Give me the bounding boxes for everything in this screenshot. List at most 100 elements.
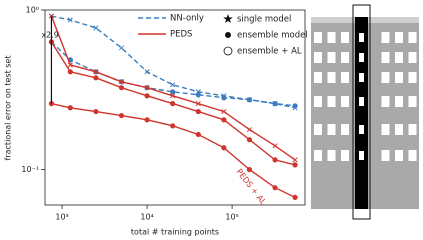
structure-hole: [314, 96, 322, 107]
point-dot: [195, 92, 201, 98]
column-hole: [359, 125, 364, 134]
point-dot: [195, 108, 201, 115]
structure-hole: [381, 124, 390, 135]
legend-label: ensemble + AL: [237, 47, 302, 57]
x-axis-title: total # training points: [131, 228, 219, 237]
point-dot: [246, 166, 253, 173]
point-dot: [272, 185, 278, 191]
column-outline: [352, 4, 371, 220]
structure-hole: [314, 124, 322, 135]
point-dot: [93, 108, 99, 115]
structure-hole: [381, 52, 390, 63]
point-dot: [292, 162, 298, 168]
point-dot: [144, 93, 150, 99]
point-x: [170, 93, 176, 99]
structure-illustration: [311, 4, 419, 220]
y-tick-label: 10⁻¹: [21, 165, 39, 174]
structure-hole: [341, 32, 349, 43]
x-tick-label: 10³: [55, 213, 68, 222]
structure-hole: [341, 150, 349, 161]
structure-hole: [381, 72, 390, 83]
point-x: [246, 127, 253, 133]
point-dot: [118, 112, 125, 119]
point-x: [93, 69, 99, 75]
point-dot: [246, 97, 253, 103]
column-hole: [359, 33, 364, 42]
column-hole: [359, 151, 364, 160]
point-dot: [221, 145, 227, 151]
structure-hole: [408, 32, 417, 43]
structure-column: [355, 17, 368, 209]
structure-hole: [341, 52, 349, 63]
point-dot: [67, 105, 73, 111]
series-line: [50, 41, 296, 107]
point-dot: [67, 69, 73, 75]
structure-hole: [408, 150, 417, 161]
point-dot: [272, 101, 278, 107]
point-x: [292, 157, 298, 163]
structure-hole: [327, 96, 336, 107]
point-x: [118, 45, 125, 51]
annotation: x2.9: [41, 31, 58, 40]
structure-hole: [395, 72, 403, 83]
structure-hole: [395, 96, 403, 107]
structure-hole: [327, 72, 336, 83]
structure-hole: [381, 32, 390, 43]
point-x: [221, 109, 227, 115]
y-axis-title: fractional error on test set: [4, 56, 13, 161]
point-x: [67, 17, 73, 23]
structure-hole: [395, 52, 403, 63]
structure-hole: [395, 124, 403, 135]
structure-hole: [341, 72, 349, 83]
point-x: [144, 69, 150, 75]
x-tick-label: 10⁵: [225, 213, 238, 222]
structure-hole: [381, 150, 390, 161]
plot-frame: [44, 9, 306, 206]
point-dot: [246, 137, 253, 143]
legend-label: single model: [237, 15, 291, 25]
point-x: [144, 85, 150, 91]
structure-hole: [327, 52, 336, 63]
structure-hole: [327, 150, 336, 161]
legend-label: PEDS: [170, 30, 192, 40]
point-dot: [170, 101, 176, 107]
structure-hole: [408, 124, 417, 135]
series-line: [51, 102, 296, 199]
structure-hole: [314, 72, 322, 83]
point-dot: [221, 117, 227, 123]
annotation: PEDS + AL: [234, 167, 268, 207]
point-dot: [93, 75, 99, 81]
structure-hole: [408, 72, 417, 83]
column-hole: [359, 53, 364, 62]
structure-hole: [395, 32, 403, 43]
column-hole: [359, 97, 364, 106]
point-x: [118, 79, 125, 85]
point-dot: [170, 89, 176, 95]
structure-hole: [408, 52, 417, 63]
point-x: [170, 82, 176, 88]
legend-label: ensemble model: [237, 31, 308, 41]
structure-hole: [395, 150, 403, 161]
structure-hole: [327, 124, 336, 135]
structure-hole: [327, 32, 336, 43]
legend-label: NN-only: [170, 14, 204, 24]
point-dot: [292, 103, 298, 109]
legend-marker: [223, 14, 233, 23]
point-x: [272, 143, 278, 149]
point-dot: [118, 85, 125, 91]
structure-hole: [341, 124, 349, 135]
point-dot: [292, 194, 298, 200]
structure-hole: [408, 96, 417, 107]
point-dot: [221, 95, 227, 101]
structure-hole: [381, 96, 390, 107]
point-dot: [272, 157, 278, 163]
structure-hole: [341, 96, 349, 107]
y-tick-label: 10⁰: [26, 6, 39, 15]
point-dot: [195, 131, 201, 138]
x-tick-label: 10⁴: [140, 213, 153, 222]
column-hole: [359, 73, 364, 82]
structure-hole: [314, 32, 322, 43]
legend-marker: [223, 46, 233, 56]
point-dot: [170, 123, 176, 129]
